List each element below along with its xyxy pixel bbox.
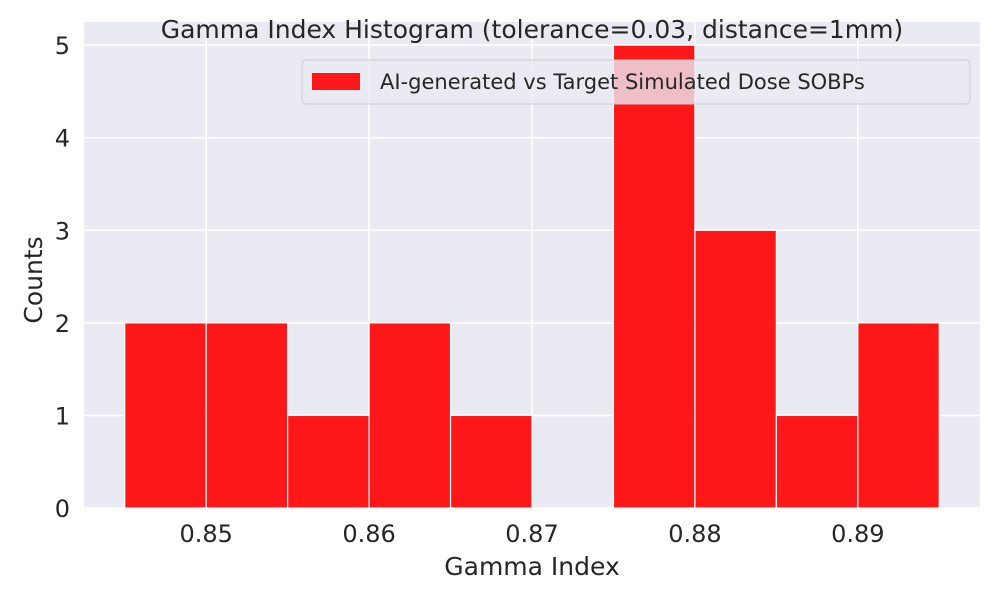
y-tick-label: 1	[55, 402, 70, 430]
histogram-bar	[694, 229, 777, 509]
y-tick-label: 2	[55, 310, 70, 338]
x-tick-label: 0.86	[342, 520, 395, 548]
histogram-bar	[612, 44, 696, 509]
legend-label: AI-generated vs Target Simulated Dose SO…	[380, 70, 865, 94]
histogram-bar	[205, 322, 289, 509]
histogram-bar	[368, 322, 452, 509]
histogram-bar	[857, 322, 940, 509]
y-tick-label: 4	[55, 125, 70, 153]
histogram-bar	[287, 414, 370, 509]
y-tick-labels: 0 1 2 3 4 5	[55, 32, 70, 523]
legend-swatch	[312, 73, 360, 90]
histogram-bar	[775, 414, 859, 509]
x-tick-label: 0.88	[668, 520, 721, 548]
histogram-bar	[124, 322, 207, 509]
histogram-bar	[449, 414, 533, 509]
x-tick-label: 0.85	[179, 520, 232, 548]
histogram-bars	[124, 44, 940, 509]
x-tick-label: 0.89	[831, 520, 884, 548]
legend-box	[301, 59, 971, 105]
legend: AI-generated vs Target Simulated Dose SO…	[301, 59, 971, 105]
x-tick-labels: 0.85 0.86 0.87 0.88 0.89	[179, 520, 884, 548]
x-axis-label: Gamma Index	[444, 552, 620, 581]
chart-title: Gamma Index Histogram (tolerance=0.03, d…	[161, 15, 904, 44]
y-tick-label: 5	[55, 32, 70, 60]
y-tick-label: 0	[55, 495, 70, 523]
x-tick-label: 0.87	[505, 520, 558, 548]
y-axis-label: Counts	[19, 236, 48, 323]
y-tick-label: 3	[55, 217, 70, 245]
